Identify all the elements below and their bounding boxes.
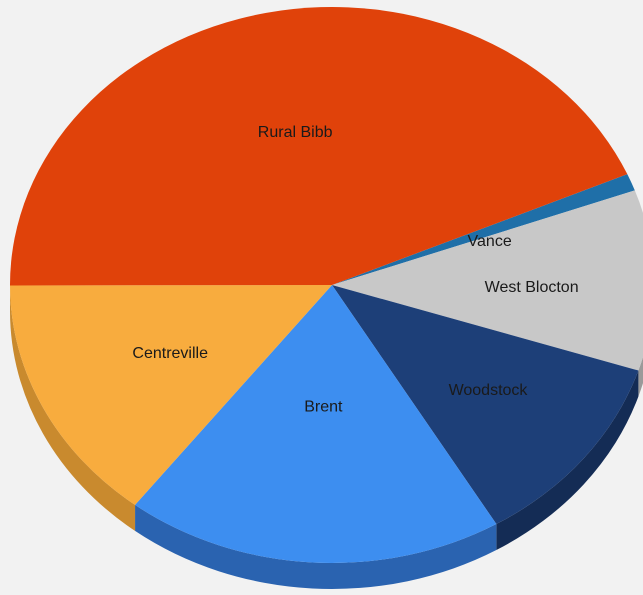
pie-label-centreville: Centreville	[132, 345, 208, 362]
pie-label-brent: Brent	[304, 398, 343, 415]
pie-label-rural-bibb: Rural Bibb	[258, 124, 333, 141]
pie-label-woodstock: Woodstock	[449, 382, 529, 399]
pie-label-vance: Vance	[468, 233, 512, 250]
pie-label-west-blocton: West Blocton	[485, 279, 579, 296]
